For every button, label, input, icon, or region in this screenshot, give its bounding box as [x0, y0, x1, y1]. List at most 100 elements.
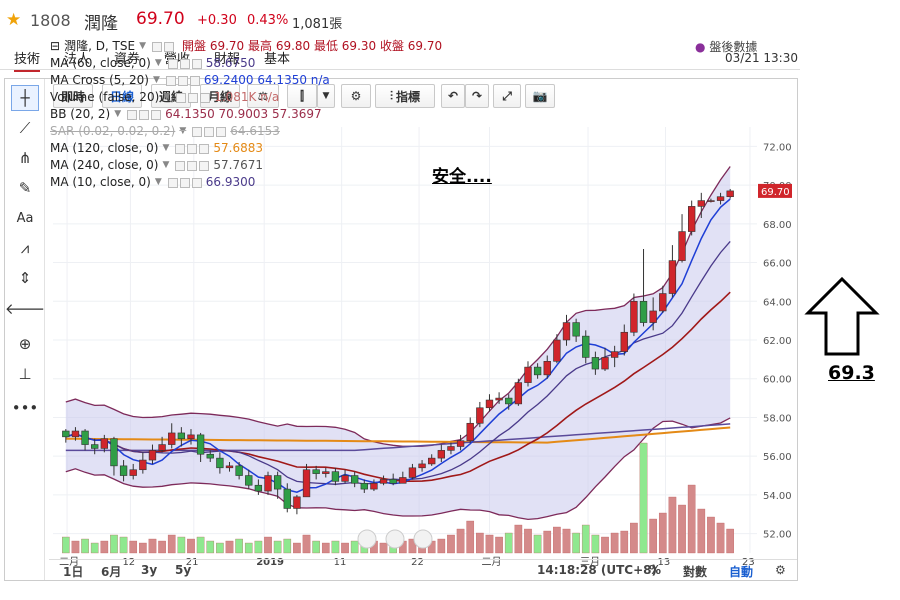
- y-tick-label: 54.00: [763, 491, 792, 502]
- brush-icon[interactable]: ✎: [18, 179, 32, 197]
- crosshair-icon[interactable]: ┼: [11, 85, 39, 111]
- settings-icon[interactable]: [139, 109, 150, 120]
- gear-icon[interactable]: ⚙: [341, 84, 371, 108]
- volume-bar: [302, 534, 311, 554]
- remove-icon[interactable]: [151, 109, 162, 120]
- tab-basic[interactable]: 基本: [264, 52, 291, 67]
- eye-icon[interactable]: [175, 160, 186, 171]
- settings-gear-icon[interactable]: ⚙: [775, 563, 786, 577]
- ruler-icon[interactable]: ⊥: [18, 365, 32, 383]
- indicators-button[interactable]: ⫶ 指標: [375, 84, 435, 108]
- eye-icon[interactable]: [175, 143, 186, 154]
- candle-body: [81, 430, 89, 445]
- range-1d-button[interactable]: 1日: [63, 565, 84, 579]
- settings-icon[interactable]: [179, 58, 190, 69]
- settings-icon[interactable]: [204, 126, 215, 137]
- pitchfork-icon[interactable]: ⋔: [18, 149, 32, 167]
- candle-body: [331, 471, 340, 482]
- eye-icon[interactable]: [167, 177, 178, 188]
- eye-icon[interactable]: [192, 126, 203, 137]
- trend-line-icon[interactable]: ⟋: [19, 119, 31, 137]
- remove-icon[interactable]: [191, 177, 202, 188]
- volume-bar: [466, 520, 475, 554]
- eye-icon[interactable]: [176, 92, 187, 103]
- legend-value: 1.081K n/a: [214, 90, 280, 104]
- text-tool-icon[interactable]: Aa: [16, 210, 34, 226]
- range-3y-button[interactable]: 3y: [141, 563, 158, 577]
- settings-icon[interactable]: [179, 177, 190, 188]
- redo-icon[interactable]: ↷: [465, 84, 489, 108]
- range-5y-button[interactable]: 5y: [175, 563, 192, 577]
- chart-toolbar: 即時 日線 週線 月線 ⚖ ⫿ ▼ ⚙ ⫶ 指標 ↶ ↷ ⤢ 📷: [49, 81, 797, 111]
- log-scale-button[interactable]: 對數: [683, 565, 708, 579]
- legend-dropdown-icon[interactable]: ▼: [139, 41, 147, 51]
- settings-icon[interactable]: [187, 160, 198, 171]
- volume-bar: [283, 538, 292, 554]
- intraday-button[interactable]: 即時: [53, 84, 93, 108]
- candle-body: [62, 430, 70, 438]
- remove-icon[interactable]: [199, 143, 210, 154]
- legend-dropdown-icon[interactable]: ▼: [114, 109, 122, 119]
- settings-icon[interactable]: [164, 41, 175, 52]
- zoom-icon[interactable]: ⊕: [18, 335, 32, 353]
- collapse-icon[interactable]: ⊟: [50, 39, 61, 53]
- camera-icon[interactable]: 📷: [525, 84, 555, 108]
- chevron-down-icon[interactable]: ▼: [317, 84, 335, 108]
- eye-icon[interactable]: [127, 109, 138, 120]
- remove-icon[interactable]: [199, 160, 210, 171]
- volume-bar: [321, 542, 330, 554]
- candle-body: [100, 438, 108, 449]
- compare-scale-icon[interactable]: ⚖: [247, 84, 279, 108]
- volume-bar: [620, 530, 629, 554]
- favorite-star-icon[interactable]: ★: [6, 10, 22, 30]
- zoom-control-button: [385, 529, 405, 549]
- tab-margin[interactable]: 資券: [114, 52, 141, 67]
- tab-institutional[interactable]: 法人: [64, 52, 91, 67]
- legend-dropdown-icon[interactable]: ▼: [179, 126, 187, 136]
- remove-icon[interactable]: [216, 126, 227, 137]
- candle-body: [399, 477, 407, 484]
- pattern-icon[interactable]: ⩘: [20, 239, 30, 257]
- remove-icon[interactable]: [200, 92, 211, 103]
- settings-icon[interactable]: [187, 143, 198, 154]
- remove-icon[interactable]: [189, 75, 200, 86]
- undo-icon[interactable]: ↶: [441, 84, 465, 108]
- more-icon[interactable]: •••: [11, 399, 39, 417]
- eye-icon[interactable]: [165, 75, 176, 86]
- legend-dropdown-icon[interactable]: ▼: [163, 92, 171, 102]
- data-datetime: 03/21 13:30: [725, 51, 798, 65]
- candle-body: [524, 366, 532, 383]
- arrow-left-icon[interactable]: 🡐: [4, 299, 46, 318]
- legend-row: BB (20, 2) ▼ 64.1350 70.9003 57.3697: [50, 106, 442, 123]
- volume-bar: [707, 516, 715, 554]
- volume-bar: [553, 526, 561, 554]
- tab-technical[interactable]: 技術: [14, 48, 41, 72]
- volume-bar: [187, 538, 195, 554]
- fullscreen-icon[interactable]: ⤢: [493, 84, 521, 108]
- candle-body: [707, 200, 715, 202]
- candle-body: [562, 322, 571, 341]
- legend-dropdown-icon[interactable]: ▼: [162, 160, 170, 170]
- volume-bar: [90, 542, 99, 554]
- legend-dropdown-icon[interactable]: ▼: [162, 143, 170, 153]
- daily-button[interactable]: 日線: [102, 84, 142, 108]
- legend-dropdown-icon[interactable]: ▼: [154, 58, 162, 68]
- eye-icon[interactable]: [167, 58, 178, 69]
- auto-scale-button[interactable]: 自動: [729, 565, 754, 579]
- after-hours-label[interactable]: ● 盤後數據: [695, 38, 757, 55]
- measure-icon[interactable]: ⇕: [18, 269, 32, 287]
- eye-icon[interactable]: [152, 41, 163, 52]
- legend-dropdown-icon[interactable]: ▼: [152, 75, 160, 85]
- candle-style-icon[interactable]: ⫿: [287, 84, 317, 108]
- percent-scale-button[interactable]: %: [649, 563, 662, 577]
- settings-icon[interactable]: [188, 92, 199, 103]
- tab-financials[interactable]: 財報: [214, 52, 241, 67]
- remove-icon[interactable]: [191, 58, 202, 69]
- legend-dropdown-icon[interactable]: ▼: [154, 177, 162, 187]
- settings-icon[interactable]: [177, 75, 188, 86]
- x-tick-label: 2019: [256, 557, 284, 568]
- range-6m-button[interactable]: 6月: [101, 565, 122, 579]
- after-hours-text: 盤後數據: [709, 40, 758, 54]
- candle-body: [447, 446, 455, 451]
- y-tick-label: 68.00: [763, 220, 792, 231]
